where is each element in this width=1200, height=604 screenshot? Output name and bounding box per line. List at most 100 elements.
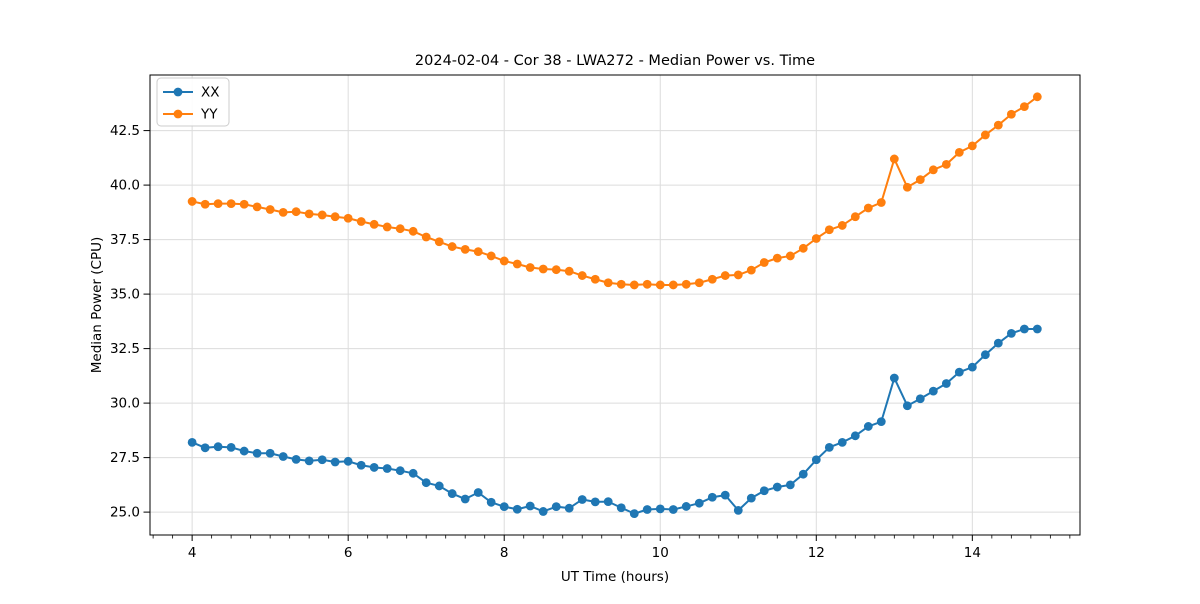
series-XX-marker bbox=[772, 482, 782, 492]
series-XX-marker bbox=[317, 455, 327, 465]
series-XX-marker bbox=[707, 492, 717, 502]
series-YY-marker bbox=[213, 199, 223, 209]
series-XX-marker bbox=[525, 501, 535, 511]
series-XX-marker bbox=[967, 362, 977, 372]
legend-marker-YY bbox=[173, 109, 183, 119]
series-YY-marker bbox=[200, 199, 210, 209]
series-XX-marker bbox=[226, 442, 236, 452]
series-YY-marker bbox=[590, 274, 600, 284]
series-XX-marker bbox=[1019, 324, 1029, 334]
series-XX-marker bbox=[356, 460, 366, 470]
series-YY-marker bbox=[512, 259, 522, 269]
series-YY-marker bbox=[928, 165, 938, 175]
series-XX-marker bbox=[941, 379, 951, 388]
series-XX-marker bbox=[876, 417, 886, 427]
series-YY-marker bbox=[850, 212, 860, 222]
series-YY-marker bbox=[681, 279, 691, 289]
series-YY-marker bbox=[304, 209, 314, 219]
x-axis-label: UT Time (hours) bbox=[561, 569, 669, 585]
x-tick-label: 4 bbox=[188, 545, 197, 561]
series-XX-marker bbox=[655, 504, 665, 514]
series-YY-marker bbox=[421, 232, 431, 242]
series-YY-marker bbox=[265, 205, 275, 214]
series-XX-marker bbox=[538, 507, 548, 516]
series-YY-marker bbox=[954, 147, 964, 157]
series-XX-marker bbox=[1032, 324, 1042, 334]
series-YY-marker bbox=[629, 280, 639, 290]
series-XX-marker bbox=[551, 502, 561, 512]
series-YY-marker bbox=[525, 263, 535, 272]
x-tick-label: 10 bbox=[652, 545, 669, 561]
series-YY-marker bbox=[772, 253, 782, 263]
series-XX-marker bbox=[291, 454, 301, 464]
series-YY-marker bbox=[278, 207, 288, 217]
x-tick-label: 8 bbox=[500, 545, 509, 561]
series-XX-marker bbox=[733, 505, 743, 515]
series-YY-marker bbox=[941, 159, 951, 169]
legend-label-YY: YY bbox=[200, 107, 218, 123]
series-XX-marker bbox=[603, 497, 613, 507]
series-XX-marker bbox=[928, 386, 938, 396]
series-YY-marker bbox=[564, 266, 574, 276]
plot-box bbox=[149, 74, 1081, 536]
y-tick-label: 32.5 bbox=[110, 341, 140, 357]
series-YY-marker bbox=[733, 270, 743, 280]
series-YY-marker bbox=[967, 141, 977, 151]
y-tick-label: 35.0 bbox=[110, 287, 140, 303]
series-YY-marker bbox=[577, 271, 587, 280]
series-XX-marker bbox=[785, 480, 795, 490]
series-YY-marker bbox=[317, 210, 327, 220]
series-XX-marker bbox=[265, 448, 275, 458]
series-XX-marker bbox=[200, 443, 210, 453]
series-XX-marker bbox=[850, 431, 860, 441]
series-YY-marker bbox=[889, 154, 899, 164]
series-XX-marker bbox=[902, 401, 912, 411]
series-XX-marker bbox=[434, 481, 444, 491]
series-YY-marker bbox=[187, 197, 197, 206]
series-XX-marker bbox=[759, 486, 769, 496]
axes-layer: 4 6 8 10 12 14 25.0 27.5 30.0 32.5 35.0 37.5 40.0 42.… bbox=[110, 74, 1081, 561]
series-XX-marker bbox=[369, 463, 379, 472]
y-tick-label: 25.0 bbox=[110, 505, 140, 521]
series-YY-marker bbox=[668, 280, 678, 290]
series-YY-marker bbox=[473, 247, 483, 256]
series-XX-marker bbox=[798, 469, 808, 479]
series-YY-marker bbox=[603, 278, 613, 288]
series-XX-marker bbox=[811, 455, 821, 465]
series-YY-marker bbox=[616, 279, 626, 289]
series-XX-marker bbox=[694, 498, 704, 508]
series-XX-marker bbox=[486, 497, 496, 507]
series-XX-marker bbox=[395, 466, 405, 476]
y-tick-label: 27.5 bbox=[110, 450, 140, 466]
series-YY-marker bbox=[863, 203, 873, 213]
y-axis-label: Median Power (CPU) bbox=[89, 237, 105, 373]
series-XX-marker bbox=[837, 437, 847, 447]
series-YY-marker bbox=[330, 212, 340, 222]
series-XX-marker bbox=[577, 495, 587, 504]
legend-label-XX: XX bbox=[201, 85, 220, 101]
series-XX-marker bbox=[720, 490, 730, 500]
series-YY-marker bbox=[655, 280, 665, 290]
series-YY-marker bbox=[538, 264, 548, 274]
series-XX-marker bbox=[668, 505, 678, 514]
series-YY-marker bbox=[811, 234, 821, 243]
series-XX-marker bbox=[252, 448, 262, 458]
series-YY-marker bbox=[369, 219, 379, 229]
series-XX-line bbox=[191, 327, 1038, 515]
series-YY-marker bbox=[707, 274, 717, 284]
series-YY-marker bbox=[694, 278, 704, 288]
series-XX-marker bbox=[681, 502, 691, 511]
series-XX-marker bbox=[421, 478, 431, 488]
series-YY-marker bbox=[837, 221, 847, 230]
series-XX-marker bbox=[863, 422, 873, 431]
series-YY-marker bbox=[486, 251, 496, 261]
series-YY-marker bbox=[460, 245, 470, 254]
series-YY-marker bbox=[798, 243, 808, 253]
series-YY-marker bbox=[876, 198, 886, 207]
series-XX-marker bbox=[278, 452, 288, 461]
series-YY-marker bbox=[382, 222, 392, 232]
series-YY-line bbox=[191, 96, 1038, 286]
series-XX-marker bbox=[642, 505, 652, 514]
series-XX-marker bbox=[408, 468, 418, 478]
